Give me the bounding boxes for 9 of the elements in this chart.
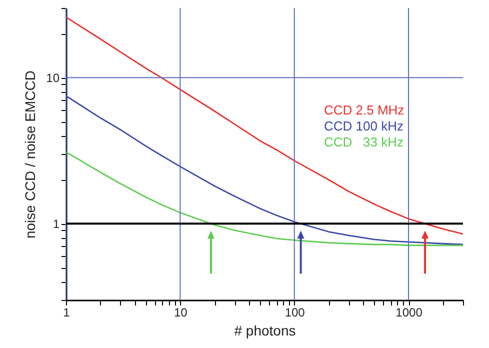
x-axis-title: # photons	[234, 322, 296, 338]
y-axis-title: noise CCD / noise EMCCD	[22, 70, 38, 239]
x-tick-label: 10	[174, 306, 188, 320]
text: CCD 100 kHz	[324, 118, 404, 134]
text: CCD 2.5 MHz	[324, 102, 404, 118]
text: CCD 33 kHz	[324, 134, 404, 150]
x-tick-label: 100	[284, 306, 306, 320]
x-tick-label: 1000	[396, 306, 423, 320]
x-tick-label: 1	[63, 306, 70, 320]
